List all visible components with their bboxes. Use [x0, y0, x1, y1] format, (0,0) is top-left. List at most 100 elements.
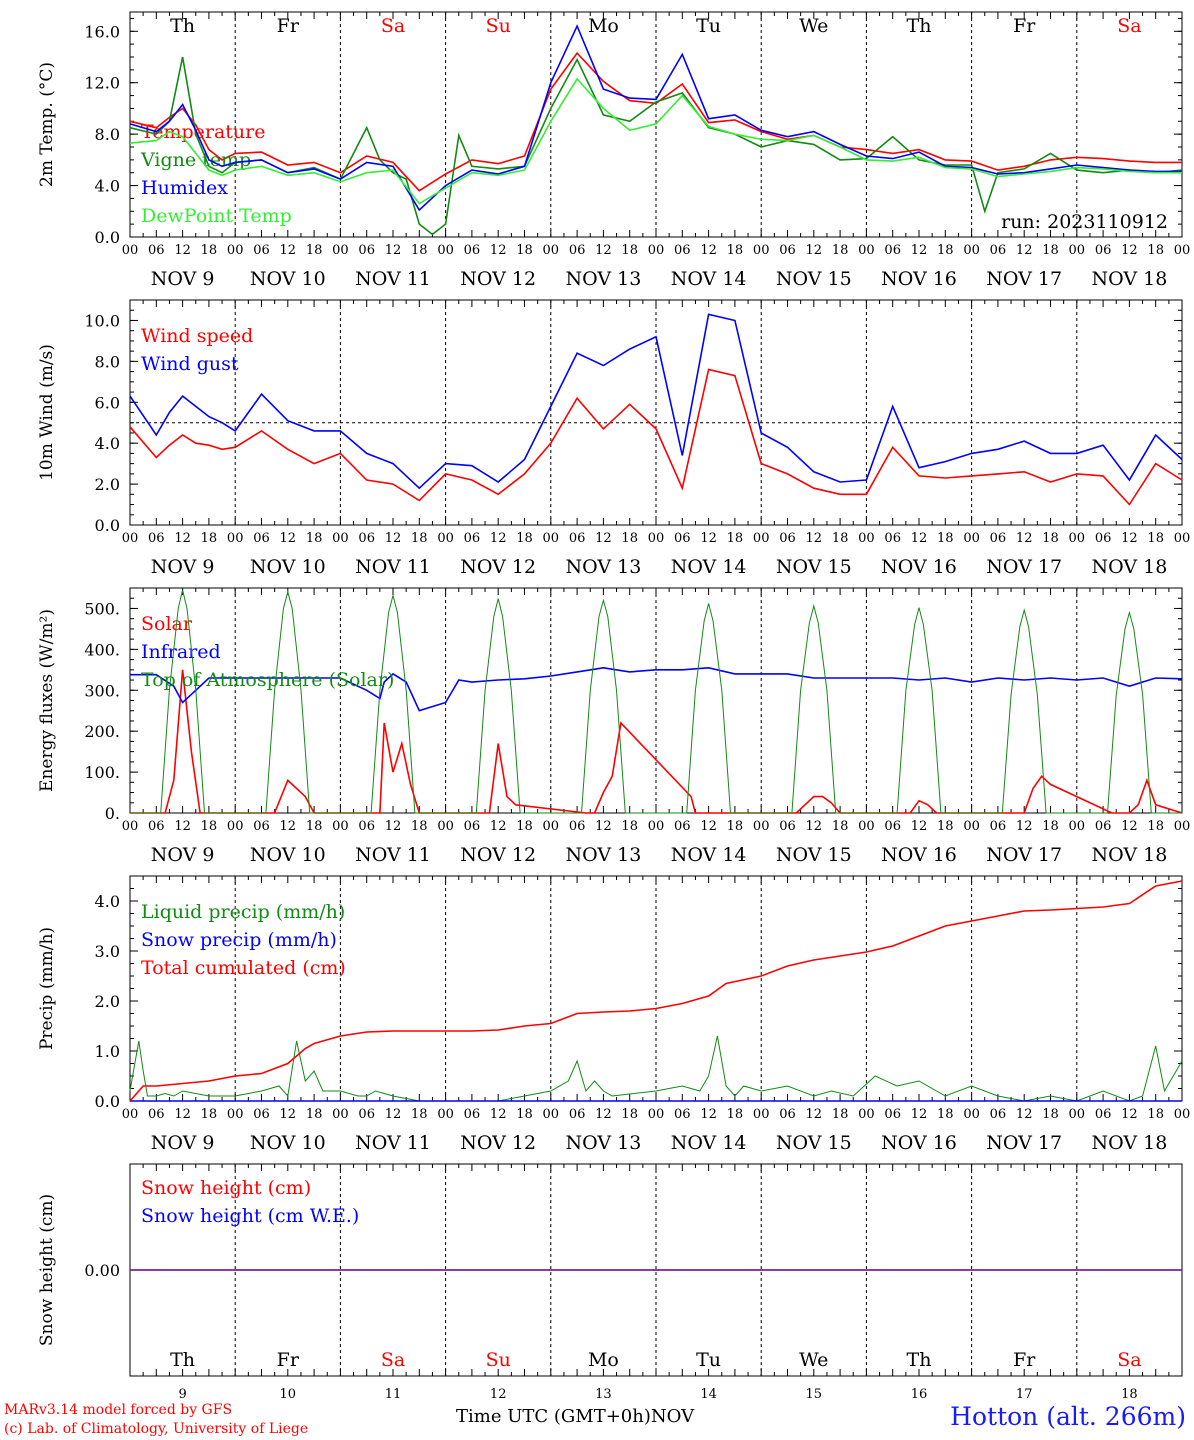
- date-label: NOV 14: [671, 556, 747, 578]
- date-label: NOV 12: [460, 844, 536, 866]
- hour-tick-label: 18: [1042, 819, 1059, 834]
- date-label: NOV 10: [250, 268, 326, 290]
- hour-tick-label: 12: [174, 531, 191, 546]
- day-name: Tu: [696, 15, 721, 37]
- legend-entry: Snow precip (mm/h): [141, 929, 337, 951]
- hour-tick-label: 00: [543, 243, 560, 258]
- hour-tick-label: 18: [832, 819, 849, 834]
- date-label: NOV 9: [151, 556, 215, 578]
- y-tick-label: 200.: [84, 722, 120, 741]
- hour-tick-label: 12: [490, 243, 507, 258]
- y-tick-label: 500.: [84, 599, 120, 618]
- day-number: 17: [1016, 1387, 1033, 1402]
- y-tick-label: 400.: [84, 640, 120, 659]
- day-name: We: [799, 1349, 828, 1371]
- legend-entry: DewPoint Temp: [141, 205, 292, 227]
- hour-tick-label: 12: [1016, 243, 1033, 258]
- hour-tick-label: 18: [1042, 1107, 1059, 1122]
- hour-tick-label: 12: [280, 531, 297, 546]
- hour-tick-label: 06: [358, 243, 375, 258]
- hour-tick-label: 18: [1147, 243, 1164, 258]
- date-label: NOV 17: [986, 556, 1062, 578]
- date-label: NOV 15: [776, 268, 852, 290]
- panel-frame: [129, 299, 1183, 526]
- hour-tick-label: 18: [411, 819, 428, 834]
- run-annotation: run: 2023110912: [1001, 211, 1168, 233]
- date-label: NOV 16: [881, 844, 957, 866]
- hour-tick-label: 18: [727, 819, 744, 834]
- date-label: NOV 18: [1091, 556, 1167, 578]
- hour-tick-label: 12: [385, 1107, 402, 1122]
- hour-tick-label: 00: [648, 1107, 665, 1122]
- y-tick-label: 4.0: [95, 892, 120, 911]
- hour-tick-label: 12: [174, 243, 191, 258]
- hour-tick-label: 00: [1174, 1107, 1191, 1122]
- hour-tick-label: 06: [674, 243, 691, 258]
- legend-entry: Total cumulated (cm): [141, 957, 346, 979]
- date-label: NOV 15: [776, 1132, 852, 1154]
- day-name: Th: [907, 1349, 932, 1371]
- hour-tick-label: 06: [674, 531, 691, 546]
- date-label: NOV 18: [1091, 1132, 1167, 1154]
- hour-tick-label: 06: [674, 1107, 691, 1122]
- date-label: NOV 18: [1091, 844, 1167, 866]
- legend-entry: Wind gust: [141, 353, 239, 375]
- series-line-1: [130, 669, 1183, 814]
- hour-tick-label: 06: [148, 819, 165, 834]
- hour-tick-label: 12: [174, 1107, 191, 1122]
- hour-tick-label: 00: [122, 1107, 139, 1122]
- hour-tick-label: 12: [911, 819, 928, 834]
- date-label: NOV 14: [671, 1132, 747, 1154]
- series-line-2: [130, 666, 1183, 712]
- hour-tick-label: 18: [201, 1107, 218, 1122]
- hour-tick-label: 12: [595, 819, 612, 834]
- day-name: Mo: [588, 15, 619, 37]
- x-axis-month: NOV: [650, 1406, 695, 1427]
- date-label: NOV 17: [986, 268, 1062, 290]
- hour-tick-label: 00: [543, 819, 560, 834]
- y-tick-label: 2.0: [95, 992, 120, 1011]
- hour-tick-label: 00: [1174, 819, 1191, 834]
- y-tick-label: 300.: [84, 681, 120, 700]
- date-label: NOV 12: [460, 1132, 536, 1154]
- hour-tick-label: 00: [1069, 243, 1086, 258]
- hour-tick-label: 12: [490, 531, 507, 546]
- hour-tick-label: 00: [122, 243, 139, 258]
- date-label: NOV 9: [151, 268, 215, 290]
- date-label: NOV 12: [460, 556, 536, 578]
- hour-tick-label: 06: [464, 243, 481, 258]
- y-axis-label: Precip (mm/h): [37, 927, 57, 1050]
- hour-tick-label: 06: [569, 531, 586, 546]
- day-name: Tu: [696, 1349, 721, 1371]
- hour-tick-label: 12: [911, 531, 928, 546]
- day-name: Sa: [381, 15, 405, 37]
- legend-entry: Liquid precip (mm/h): [141, 901, 345, 923]
- date-label: NOV 17: [986, 844, 1062, 866]
- hour-tick-label: 12: [700, 531, 717, 546]
- hour-tick-label: 06: [884, 819, 901, 834]
- hour-tick-label: 00: [753, 243, 770, 258]
- hour-tick-label: 18: [201, 819, 218, 834]
- hour-tick-label: 12: [385, 243, 402, 258]
- hour-tick-label: 06: [884, 243, 901, 258]
- hour-tick-label: 06: [253, 243, 270, 258]
- hour-tick-label: 00: [332, 1107, 349, 1122]
- hour-tick-label: 00: [648, 243, 665, 258]
- hour-tick-label: 06: [253, 531, 270, 546]
- y-tick-label: 6.0: [95, 393, 120, 412]
- date-label: NOV 11: [355, 268, 431, 290]
- hour-tick-label: 00: [753, 531, 770, 546]
- series-line-1: [129, 51, 1182, 192]
- day-number: 12: [490, 1387, 507, 1402]
- y-tick-label: 10.0: [84, 311, 120, 330]
- hour-tick-label: 18: [411, 1107, 428, 1122]
- hour-tick-label: 06: [253, 1107, 270, 1122]
- hour-tick-label: 18: [727, 243, 744, 258]
- day-name: Fr: [1013, 1349, 1036, 1371]
- hour-tick-label: 00: [437, 243, 454, 258]
- hour-tick-label: 12: [1121, 243, 1138, 258]
- hour-tick-label: 18: [306, 531, 323, 546]
- hour-tick-label: 06: [1095, 1107, 1112, 1122]
- hour-tick-label: 00: [332, 243, 349, 258]
- day-name: Su: [486, 1349, 511, 1371]
